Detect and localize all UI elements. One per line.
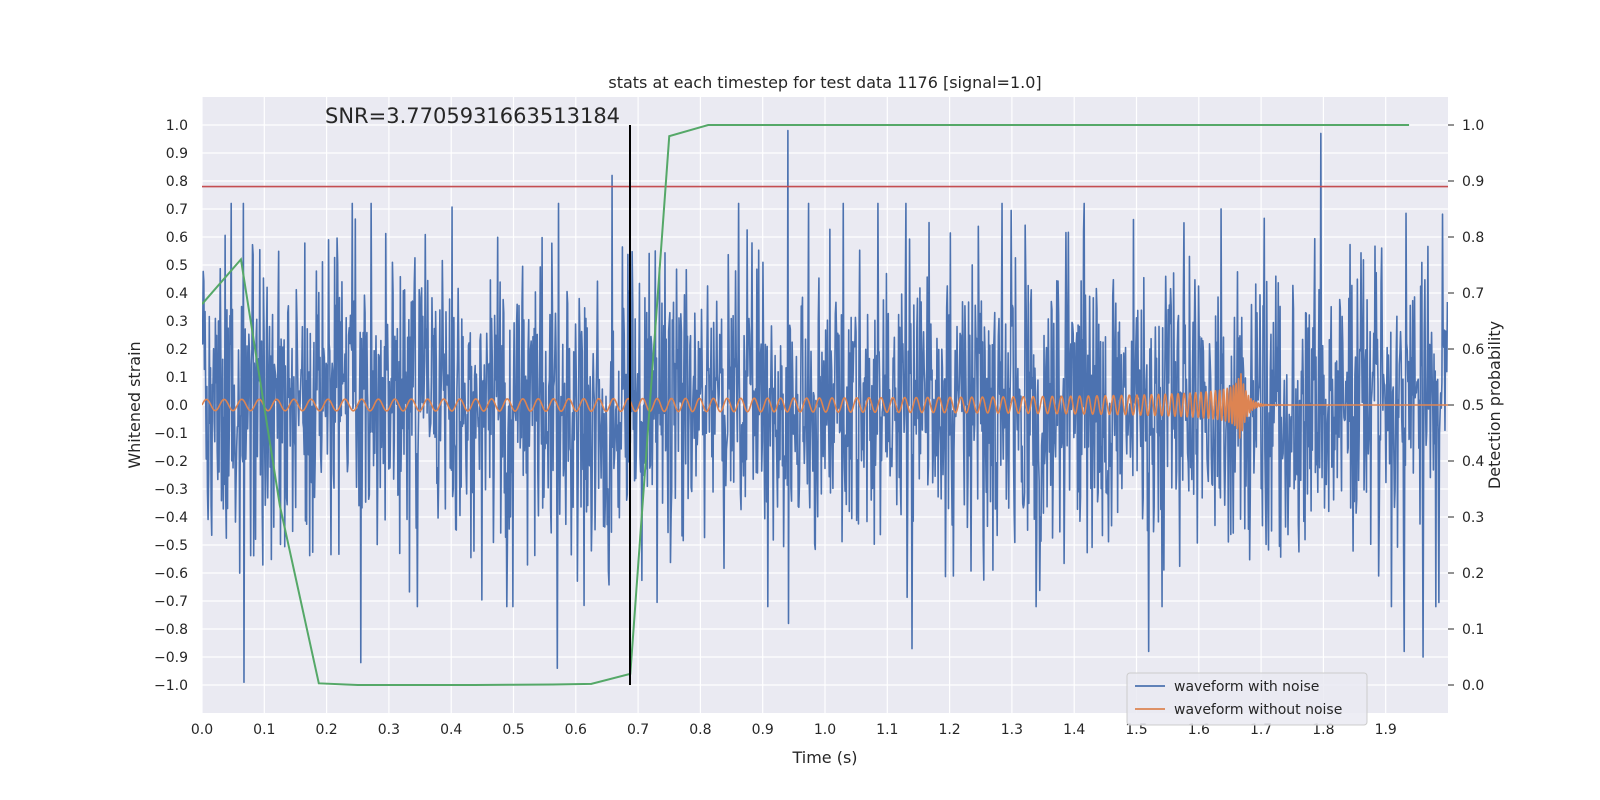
y2-tick-label: 0.5	[1462, 398, 1484, 414]
y-tick-label: −0.8	[154, 622, 188, 638]
x-tick-label: 1.1	[876, 722, 898, 738]
y-tick-label: 0.0	[166, 398, 188, 414]
y2-tick-label: 0.3	[1462, 510, 1484, 526]
x-axis-ticks: 0.0 0.1 0.2 0.3 0.4 0.5 0.6 0.7 0.8 0.9 1.0 1.1 1.2 1…	[191, 722, 1397, 738]
x-tick-label: 0.5	[502, 722, 524, 738]
y-tick-label: 1.0	[166, 118, 188, 134]
x-tick-label: 1.8	[1312, 722, 1334, 738]
x-axis-label: Time (s)	[791, 748, 857, 767]
y-tick-label: 0.9	[166, 146, 188, 162]
y-tick-label: −0.1	[154, 426, 188, 442]
chart-title: stats at each timestep for test data 117…	[608, 73, 1041, 92]
x-tick-label: 0.0	[191, 722, 213, 738]
x-tick-label: 1.6	[1188, 722, 1210, 738]
series-waveform-without-noise	[202, 372, 1448, 439]
legend-box	[1126, 672, 1368, 726]
y-tick-label: 0.4	[166, 286, 188, 302]
y2-tick-label: 0.7	[1462, 286, 1484, 302]
x-tick-label: 0.9	[752, 722, 774, 738]
y-tick-label: 0.5	[166, 258, 188, 274]
y-tick-label: 0.8	[166, 174, 188, 190]
y-axis-label: Whitened strain	[125, 341, 144, 468]
x-tick-label: 1.4	[1063, 722, 1085, 738]
y-tick-label: −0.5	[154, 538, 188, 554]
y2-tick-label: 0.4	[1462, 454, 1484, 470]
x-tick-label: 1.0	[814, 722, 836, 738]
series-detection-probability	[202, 124, 1410, 686]
y2-axis-label: Detection probability	[1485, 321, 1504, 489]
y-tick-label: −0.3	[154, 482, 188, 498]
x-tick-label: 1.3	[1001, 722, 1023, 738]
y2-tick-label: 0.8	[1462, 230, 1484, 246]
snr-annotation: SNR=3.7705931663513184	[325, 104, 620, 128]
y-tick-label: 0.3	[166, 314, 188, 330]
y2-tick-label: 0.0	[1462, 678, 1484, 694]
legend-label-noise: waveform with noise	[1174, 679, 1319, 695]
y-tick-label: 0.7	[166, 202, 188, 218]
y-tick-label: 0.1	[166, 370, 188, 386]
y2-tick-label: 0.1	[1462, 622, 1484, 638]
y2-axis-ticks: 1.0 0.9 0.8 0.7 0.6 0.5 0.4 0.3 0.2 0.1 0.0	[1448, 118, 1484, 694]
y-axis-ticks: 1.0 0.9 0.8 0.7 0.6 0.5 0.4 0.3 0.2 0.1 0.0 −0.1 −0.…	[154, 118, 188, 694]
series-waveform-with-noise	[202, 129, 1448, 684]
y-tick-label: −1.0	[154, 678, 188, 694]
x-tick-label: 0.4	[440, 722, 462, 738]
x-tick-label: 0.6	[565, 722, 587, 738]
legend-label-clean: waveform without noise	[1174, 702, 1342, 718]
x-tick-label: 1.9	[1375, 722, 1397, 738]
y-tick-label: −0.4	[154, 510, 188, 526]
x-tick-label: 0.8	[689, 722, 711, 738]
x-tick-label: 0.3	[378, 722, 400, 738]
y-tick-label: −0.9	[154, 650, 188, 666]
x-tick-label: 1.5	[1125, 722, 1147, 738]
x-tick-label: 0.7	[627, 722, 649, 738]
y-tick-label: −0.6	[154, 566, 188, 582]
x-tick-label: 1.2	[938, 722, 960, 738]
y2-tick-label: 1.0	[1462, 118, 1484, 134]
y2-tick-label: 0.6	[1462, 342, 1484, 358]
y-tick-label: −0.7	[154, 594, 188, 610]
x-tick-label: 0.1	[253, 722, 275, 738]
y-tick-label: −0.2	[154, 454, 188, 470]
legend: waveform with noise waveform without noi…	[1126, 672, 1368, 726]
y2-tick-label: 0.2	[1462, 566, 1484, 582]
y-tick-label: 0.6	[166, 230, 188, 246]
x-tick-label: 0.2	[315, 722, 337, 738]
x-tick-label: 1.7	[1250, 722, 1272, 738]
y-tick-label: 0.2	[166, 342, 188, 358]
y2-tick-label: 0.9	[1462, 174, 1484, 190]
